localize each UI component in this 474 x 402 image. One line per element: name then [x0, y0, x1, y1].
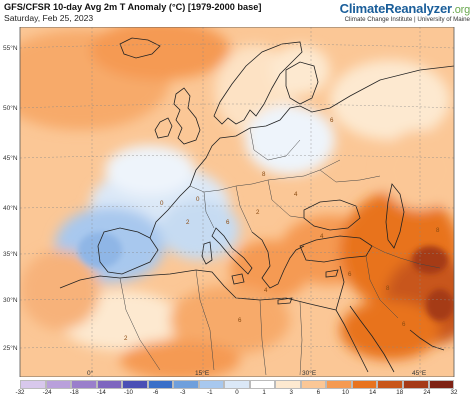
legend-swatch — [402, 380, 429, 389]
map-title: GFS/CFSR 10-day Avg 2m T Anomaly (°C) [1… — [4, 2, 262, 12]
graticule — [20, 27, 454, 377]
legend-swatch — [147, 380, 174, 389]
legend-label: 10 — [342, 389, 349, 396]
legend-label: 0 — [235, 389, 239, 396]
legend-label: -3 — [179, 389, 186, 396]
legend-swatch — [249, 380, 276, 389]
anomaly-value: 4 — [264, 287, 268, 294]
legend-swatch — [275, 380, 301, 389]
lon-label: 30°E — [302, 369, 317, 377]
lon-labels: 0° 15°E 30°E 45°E — [87, 369, 427, 377]
lon-label: 0° — [87, 369, 94, 377]
legend-label: -24 — [42, 389, 52, 396]
lat-label: 25°N — [3, 344, 18, 352]
color-legend: -32 -24 -18 -14 -10 -6 -3 -1 0 1 3 6 10 14 18 24 32 — [16, 380, 458, 400]
legend-swatch — [300, 380, 327, 389]
anomaly-value: 8 — [386, 285, 390, 292]
legend-swatch — [20, 380, 46, 389]
anomaly-value: 6 — [330, 117, 334, 124]
lat-label: 40°N — [3, 204, 18, 212]
anomaly-value: 2 — [256, 209, 260, 216]
anomaly-value: 6 — [402, 321, 406, 328]
brand-tld: .org — [451, 4, 470, 16]
anomaly-value: 6 — [348, 271, 352, 278]
legend-label: -14 — [96, 389, 106, 396]
brand-logo[interactable]: ClimateReanalyzer.org — [339, 1, 471, 16]
legend-swatch — [351, 380, 378, 389]
anomaly-value: 8 — [436, 227, 440, 234]
lon-label: 15°E — [195, 369, 210, 377]
legend-label: -6 — [152, 389, 159, 396]
brand-subtitle: Climate Change Institute | University of… — [344, 16, 470, 23]
legend-swatch — [377, 380, 403, 389]
lat-label: 50°N — [3, 104, 18, 112]
anomaly-values: 6 8 4 0 0 2 6 2 4 6 8 4 2 6 6 8 — [124, 117, 440, 342]
legend-label: -18 — [69, 389, 79, 396]
legend-label: -10 — [124, 389, 133, 396]
legend-label: 18 — [396, 389, 404, 396]
legend-swatch — [198, 380, 225, 389]
anomaly-value: 6 — [238, 317, 242, 324]
anomaly-value: 0 — [196, 196, 200, 203]
anomaly-value: 4 — [320, 233, 324, 240]
anomaly-field — [20, 27, 454, 377]
anomaly-value: 8 — [262, 171, 266, 178]
legend-swatch — [173, 380, 199, 389]
anomaly-value: 6 — [226, 219, 230, 226]
legend-labels: -32 -24 -18 -14 -10 -6 -3 -1 0 1 3 6 10 14 18 24 32 — [16, 387, 458, 397]
legend-label: 32 — [450, 389, 458, 396]
legend-label: -1 — [207, 389, 213, 396]
legend-swatch — [122, 380, 148, 389]
lat-label: 35°N — [3, 250, 18, 258]
legend-swatch — [326, 380, 352, 389]
legend-swatch — [71, 380, 97, 389]
lat-label: 30°N — [3, 296, 18, 304]
legend-label: -32 — [15, 389, 25, 396]
legend-label: 24 — [423, 389, 431, 396]
lat-labels: 55°N 50°N 45°N 40°N 35°N 30°N 25°N — [3, 44, 18, 352]
legend-swatch — [224, 380, 250, 389]
map-date: Saturday, Feb 25, 2023 — [4, 13, 94, 23]
legend-label: 6 — [316, 389, 321, 396]
lon-label: 45°E — [412, 369, 427, 377]
map-frame — [19, 27, 455, 377]
legend-colorbar — [20, 380, 455, 389]
legend-label: 1 — [262, 389, 266, 396]
legend-swatch — [45, 380, 72, 389]
brand-name: ClimateReanalyzer — [339, 1, 452, 16]
anomaly-value: 4 — [294, 191, 298, 198]
legend-label: 3 — [289, 389, 293, 396]
legend-label: 14 — [369, 389, 377, 396]
legend-swatch — [428, 380, 455, 389]
anomaly-value: 0 — [160, 200, 164, 207]
lat-label: 45°N — [3, 154, 18, 162]
legend-swatch — [96, 380, 123, 389]
anomaly-value: 2 — [186, 219, 190, 226]
lat-label: 55°N — [3, 44, 18, 52]
anomaly-value: 2 — [124, 335, 128, 342]
anomaly-map: 55°N 50°N 45°N 40°N 35°N 30°N 25°N 0° 15… — [3, 27, 455, 377]
